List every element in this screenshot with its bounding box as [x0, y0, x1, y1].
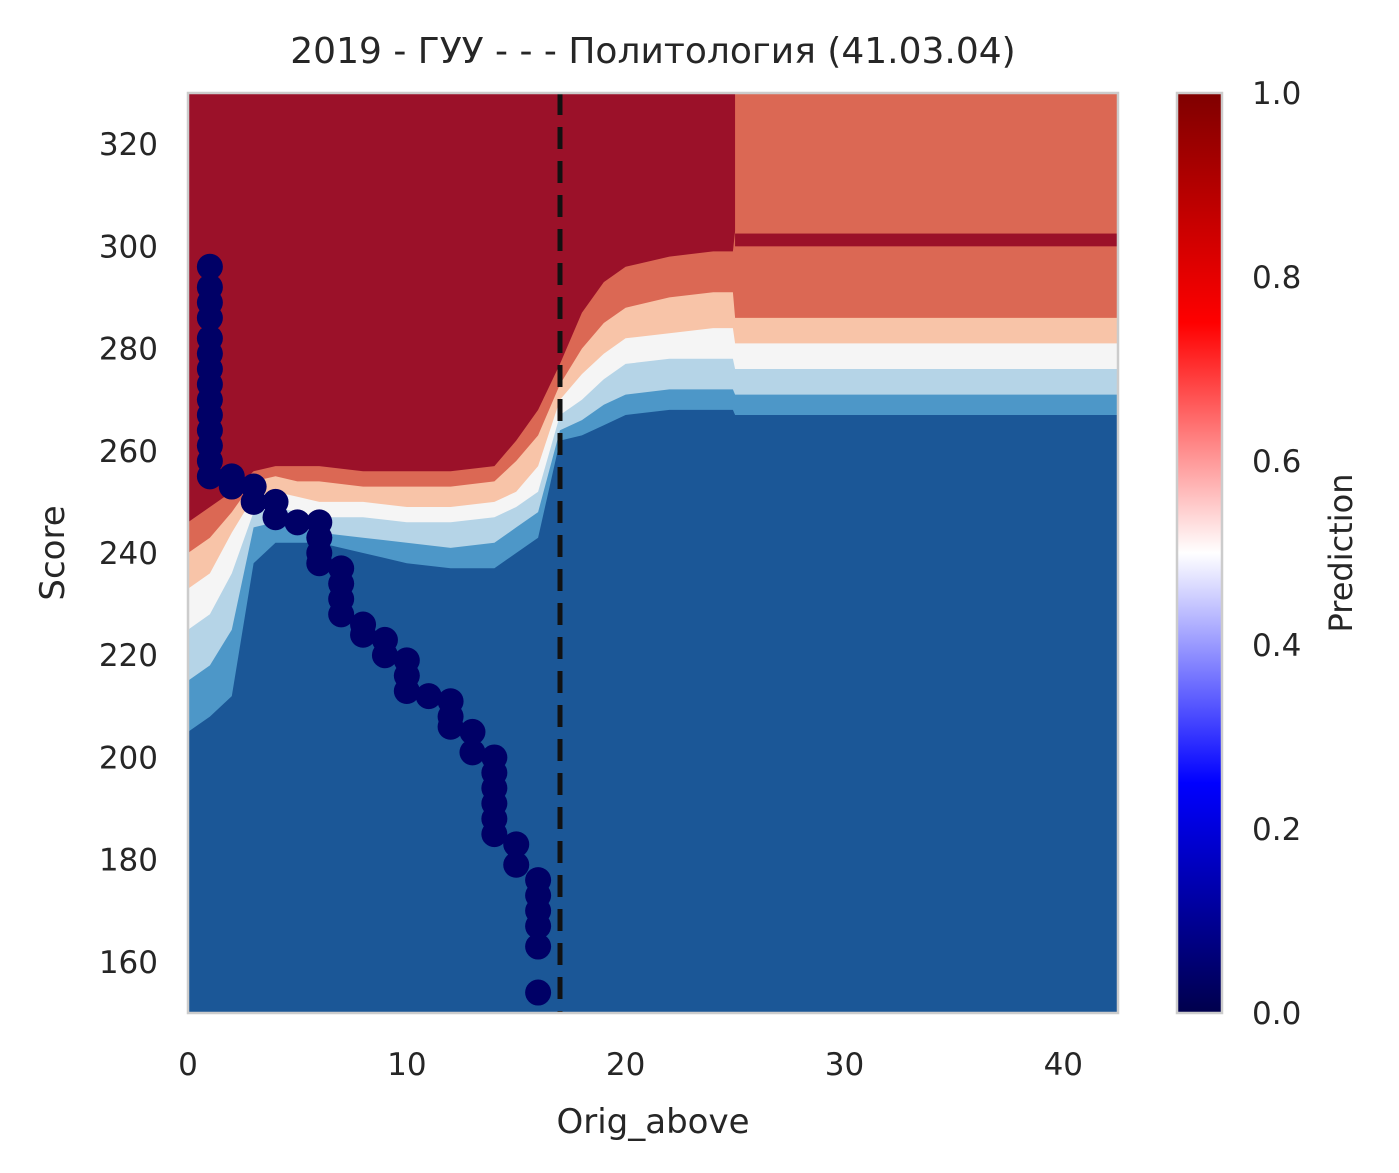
scatter-point: [481, 821, 508, 848]
colorbar-tick-label: 0.2: [1252, 812, 1301, 848]
y-tick-label: 180: [99, 843, 158, 879]
x-axis-label: Orig_above: [556, 1102, 749, 1142]
y-tick-label: 240: [99, 536, 158, 572]
scatter-point: [196, 463, 223, 490]
scatter-point: [196, 253, 223, 280]
scatter-points: [196, 253, 552, 1006]
colorbar-tick-label: 0.0: [1252, 996, 1301, 1032]
scatter-point: [459, 718, 486, 745]
scatter-point: [503, 831, 530, 858]
scatter-point: [525, 933, 552, 960]
colorbar-tick-label: 0.4: [1252, 628, 1301, 664]
scatter-point: [415, 683, 442, 710]
colorbar-tick-label: 1.0: [1252, 76, 1301, 112]
contour-upper-right-region: [735, 93, 1118, 237]
y-tick-label: 160: [99, 945, 158, 981]
scatter-point: [196, 304, 223, 331]
chart-title: 2019 - ГУУ - - - Политология (41.03.04): [290, 31, 1015, 72]
y-axis-label: Score: [33, 505, 73, 600]
scatter-point: [393, 678, 420, 704]
y-tick-label: 220: [99, 638, 158, 674]
scatter-point: [328, 601, 355, 628]
y-tick-label: 300: [99, 229, 158, 265]
colorbar-tick-label: 0.6: [1252, 444, 1301, 480]
scatter-point: [218, 473, 245, 500]
scatter-point: [459, 739, 486, 766]
colorbar: [1175, 91, 1224, 1015]
colorbar-ticks: 0.0 0.2 0.4 0.6 0.8 1.0: [1252, 76, 1301, 1032]
y-tick-label: 200: [99, 740, 158, 776]
y-tick-label: 320: [99, 127, 158, 163]
x-tick-label: 0: [178, 1047, 198, 1083]
contour-fill-layers: [188, 93, 1118, 1013]
scatter-point: [525, 913, 552, 940]
scatter-point: [503, 851, 530, 878]
contour-upper-band: [735, 233, 1118, 247]
x-tick-label: 30: [825, 1047, 864, 1083]
scatter-point: [240, 488, 267, 515]
y-tick-label: 260: [99, 434, 158, 470]
x-tick-label: 10: [387, 1047, 426, 1083]
scatter-point: [350, 621, 377, 648]
plot-frame: [186, 91, 1120, 1015]
y-tick-label: 280: [99, 332, 158, 368]
scatter-point: [306, 550, 333, 577]
y-axis-ticks: 160 180 200 220 240 260 280 300 320: [99, 127, 158, 981]
x-tick-label: 20: [606, 1047, 645, 1083]
x-tick-label: 40: [1044, 1047, 1083, 1083]
plot-area: [188, 93, 1118, 1013]
scatter-point: [262, 504, 289, 531]
colorbar-label: Prediction: [1322, 474, 1360, 633]
scatter-point: [371, 642, 398, 669]
scatter-point: [525, 979, 552, 1006]
x-axis-ticks: 0 10 20 30 40: [178, 1047, 1083, 1083]
scatter-point: [284, 509, 311, 536]
scatter-point: [437, 713, 464, 740]
colorbar-tick-label: 0.8: [1252, 260, 1301, 296]
